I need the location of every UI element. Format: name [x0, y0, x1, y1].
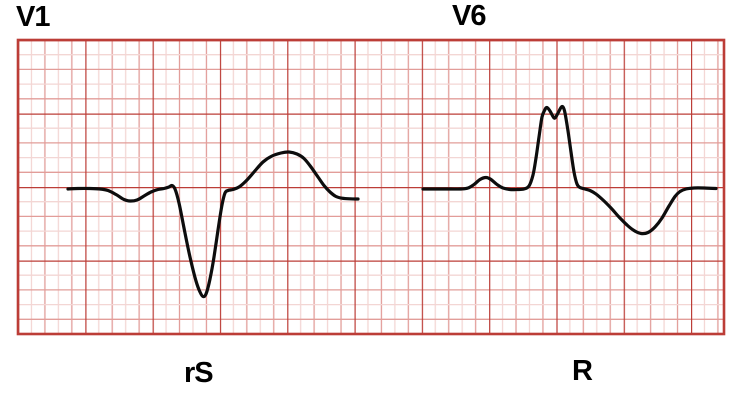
v1-waveform-trace [66, 150, 360, 299]
ecg-grid-paper [18, 40, 724, 334]
morphology-label-rs: rS [184, 357, 214, 389]
lead-label-v1: V1 [16, 1, 50, 33]
lead-label-v6: V6 [452, 0, 486, 32]
ecg-grid-border [16, 38, 726, 336]
morphology-label-r: R [572, 355, 593, 387]
v6-waveform-trace [421, 104, 718, 236]
